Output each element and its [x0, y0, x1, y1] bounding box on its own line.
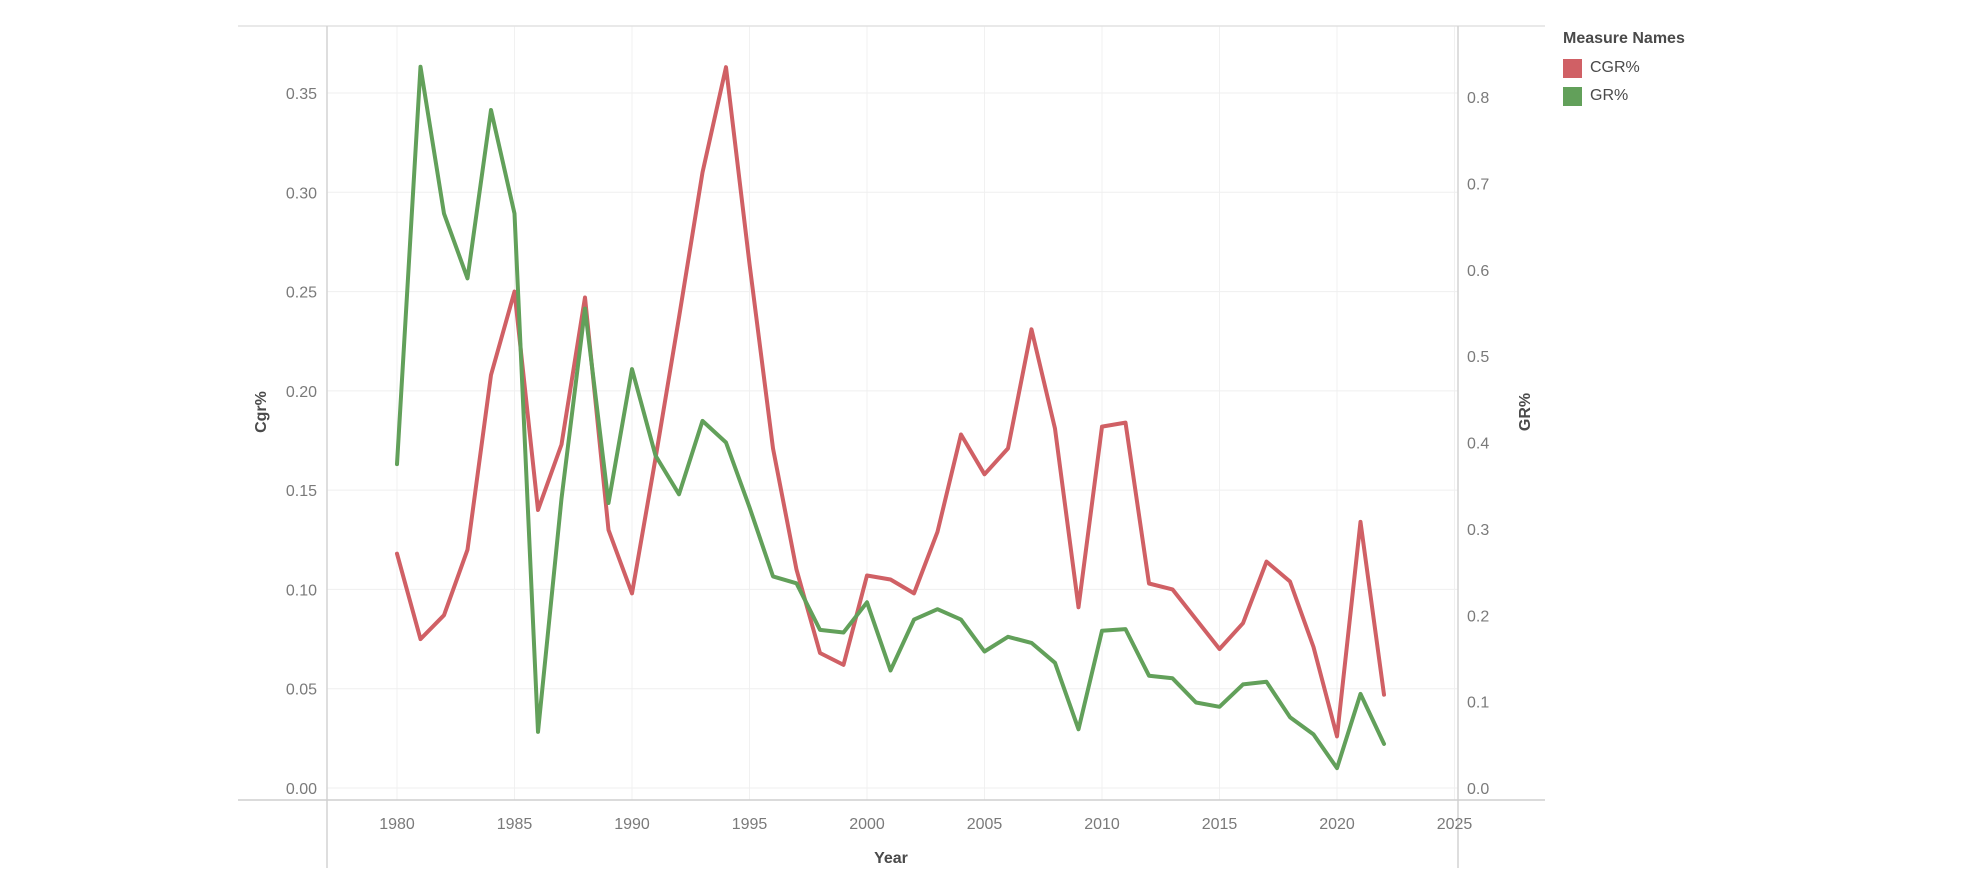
series-lines [395, 64, 1386, 771]
y-left-tick-0.15: 0.15 [286, 483, 317, 500]
y-left-tick-0.25: 0.25 [286, 285, 317, 302]
x-tick-2020: 2020 [1319, 816, 1355, 833]
y-right-tick-0.4: 0.4 [1467, 436, 1489, 453]
right-y-tick-labels: 0.0 0.1 0.2 0.3 0.4 0.5 0.6 0.7 0.8 [1467, 90, 1489, 798]
y-left-tick-0.00: 0.00 [286, 781, 317, 798]
left-y-axis-title: Cgr% [253, 391, 270, 433]
x-tick-labels: 1980 1985 1990 1995 2000 2005 2010 2015 2020 2025 [379, 816, 1472, 833]
vertical-gridlines [396, 26, 1455, 800]
y-left-tick-0.05: 0.05 [286, 682, 317, 699]
horizontal-gridlines [327, 92, 1458, 789]
legend-title: Measure Names [1563, 30, 1685, 47]
y-right-tick-0.3: 0.3 [1467, 522, 1489, 539]
legend-label-gr: GR% [1590, 87, 1629, 104]
x-tick-1985: 1985 [497, 816, 533, 833]
legend-item-cgr[interactable]: CGR% [1563, 54, 1685, 82]
x-tick-2000: 2000 [849, 816, 885, 833]
x-axis-title: Year [874, 850, 908, 867]
y-right-tick-0.0: 0.0 [1467, 781, 1489, 798]
y-left-tick-0.20: 0.20 [286, 384, 317, 401]
y-left-tick-0.35: 0.35 [286, 86, 317, 103]
series-line-gr[interactable] [395, 64, 1386, 771]
right-y-axis-title: GR% [1517, 393, 1534, 431]
x-tick-2015: 2015 [1202, 816, 1238, 833]
axis-frame [238, 25, 1545, 868]
legend-item-gr[interactable]: GR% [1563, 82, 1685, 110]
x-tick-2025: 2025 [1437, 816, 1473, 833]
legend: Measure Names CGR% GR% [1563, 30, 1685, 110]
x-tick-1995: 1995 [732, 816, 768, 833]
y-right-tick-0.6: 0.6 [1467, 263, 1489, 280]
series-line-cgr[interactable] [395, 65, 1386, 739]
y-left-tick-0.10: 0.10 [286, 582, 317, 599]
x-tick-1990: 1990 [614, 816, 650, 833]
y-right-tick-0.2: 0.2 [1467, 608, 1489, 625]
x-tick-2010: 2010 [1084, 816, 1120, 833]
y-right-tick-0.8: 0.8 [1467, 90, 1489, 107]
y-right-tick-0.5: 0.5 [1467, 349, 1489, 366]
y-left-tick-0.30: 0.30 [286, 185, 317, 202]
left-y-tick-labels: 0.00 0.05 0.10 0.15 0.20 0.25 0.30 0.35 [286, 86, 317, 798]
legend-swatch-cgr [1563, 58, 1582, 78]
x-tick-1980: 1980 [379, 816, 415, 833]
y-right-tick-0.7: 0.7 [1467, 176, 1489, 193]
legend-label-cgr: CGR% [1590, 59, 1640, 76]
legend-swatch-gr [1563, 86, 1582, 106]
x-tick-2005: 2005 [967, 816, 1003, 833]
y-right-tick-0.1: 0.1 [1467, 695, 1489, 712]
